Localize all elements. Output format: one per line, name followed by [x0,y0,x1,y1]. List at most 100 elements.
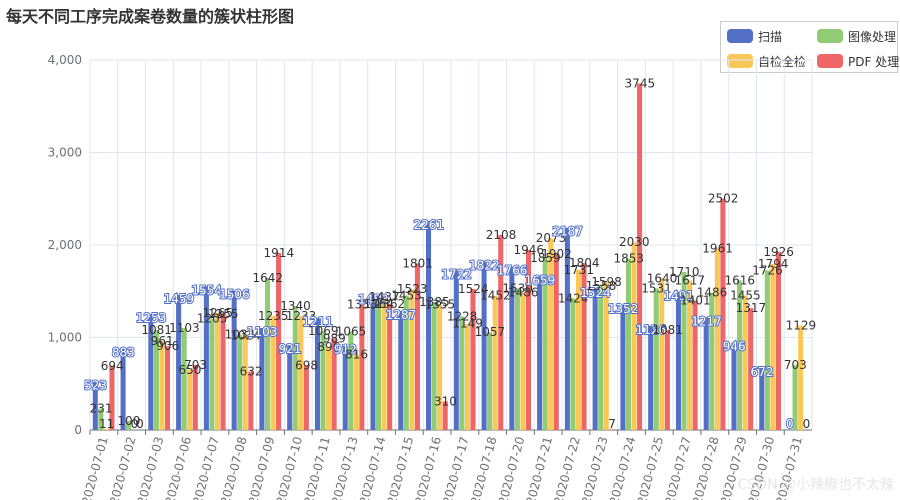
y-tick-label: 0 [74,423,82,437]
x-tick-label: 2020-07-06 [163,435,195,500]
data-label: 672 [751,365,774,379]
data-label: 2261 [414,218,445,232]
bar [187,369,193,430]
bar [620,304,626,430]
bar [248,371,254,430]
data-label: 703 [784,358,807,372]
data-label: 1287 [386,308,417,322]
data-label: 1364 [364,297,395,311]
bar [214,312,221,430]
data-label: 1710 [669,265,700,279]
data-label: 1355 [347,298,378,312]
watermark: CSDN @小辣椒也不太辣 [737,477,894,493]
bar [692,300,698,430]
bar [431,301,437,430]
bar [714,248,720,430]
bar [209,318,215,430]
data-label: 1914 [264,246,295,260]
data-label: 1859 [530,251,561,265]
data-label: 7 [608,417,616,431]
bar [742,295,748,430]
bar [276,252,282,430]
bar [509,266,515,430]
bar [303,365,309,430]
data-label: 1766 [497,264,528,278]
bar [242,335,248,430]
bar [470,289,476,430]
data-label: 1902 [541,247,572,261]
data-label: 1642 [252,271,283,285]
bar [270,315,276,430]
data-label: 1453 [391,289,422,303]
data-label: 2073 [536,231,567,245]
legend-item-pdf-processing[interactable]: PDF 处理 [817,53,899,69]
data-label: 1401 [680,293,711,307]
bar [464,323,470,430]
bar [387,304,393,430]
bar [414,263,420,430]
data-label: 1103 [169,321,200,335]
x-tick-label: 2020-07-16 [412,435,444,500]
data-label: 1034 [225,327,256,341]
bar [570,298,576,430]
data-label: 1822 [469,258,500,272]
y-tick-label: 4,000 [48,53,82,67]
bar [314,317,320,430]
data-label: 1228 [447,309,478,323]
bar [748,308,754,430]
x-tick-label: 2020-07-10 [274,435,306,500]
data-label: 0 [136,417,144,431]
x-tick-label: 2020-07-17 [440,435,472,500]
data-label: 1524 [458,282,489,296]
x-tick-label: 2020-07-23 [579,435,611,500]
data-label: 1531 [641,281,672,295]
data-label: 1731 [563,263,594,277]
legend-item-self-check[interactable]: 自检全检 [727,53,806,69]
bar [731,342,737,430]
data-label: 1065 [336,324,367,338]
data-label: 1853 [613,252,644,266]
legend-swatch-image-processing [817,29,843,43]
data-label: 1459 [164,292,195,306]
data-label: 310 [434,394,457,408]
bar [203,286,209,430]
data-label: 1452 [480,289,511,303]
data-label: 1961 [702,242,733,256]
bar [376,303,382,430]
bar [348,331,354,430]
data-label: 1926 [763,245,794,259]
bar [453,270,459,430]
data-label: 1255 [208,307,239,321]
bar [481,261,487,430]
legend-item-image-processing[interactable]: 图像处理 [817,28,896,44]
x-tick-label: 2020-07-21 [524,435,556,500]
data-label: 3745 [625,77,656,91]
bar [442,401,448,430]
bar [287,344,293,430]
bar [664,330,670,430]
y-tick-label: 2,000 [48,238,82,252]
data-label: 1524 [580,286,611,300]
bar [775,251,781,430]
data-label: 1804 [569,256,600,270]
bar [326,347,332,430]
bar [792,364,798,430]
x-tick-label: 2020-07-07 [190,435,222,500]
bar [770,264,776,430]
data-label: 1149 [452,317,483,331]
bar [564,227,570,430]
legend-item-scan[interactable]: 扫描 [727,28,782,44]
bar [459,316,465,430]
bar [181,327,187,430]
bar [703,317,709,430]
data-label: 1794 [758,257,789,271]
data-label: 1506 [219,288,250,302]
data-label: 912 [334,343,357,357]
data-label: 100 [117,414,140,428]
bar [370,295,376,430]
bar [720,198,726,430]
data-label: 1598 [591,275,622,289]
bar [492,295,498,430]
bar [637,83,643,431]
